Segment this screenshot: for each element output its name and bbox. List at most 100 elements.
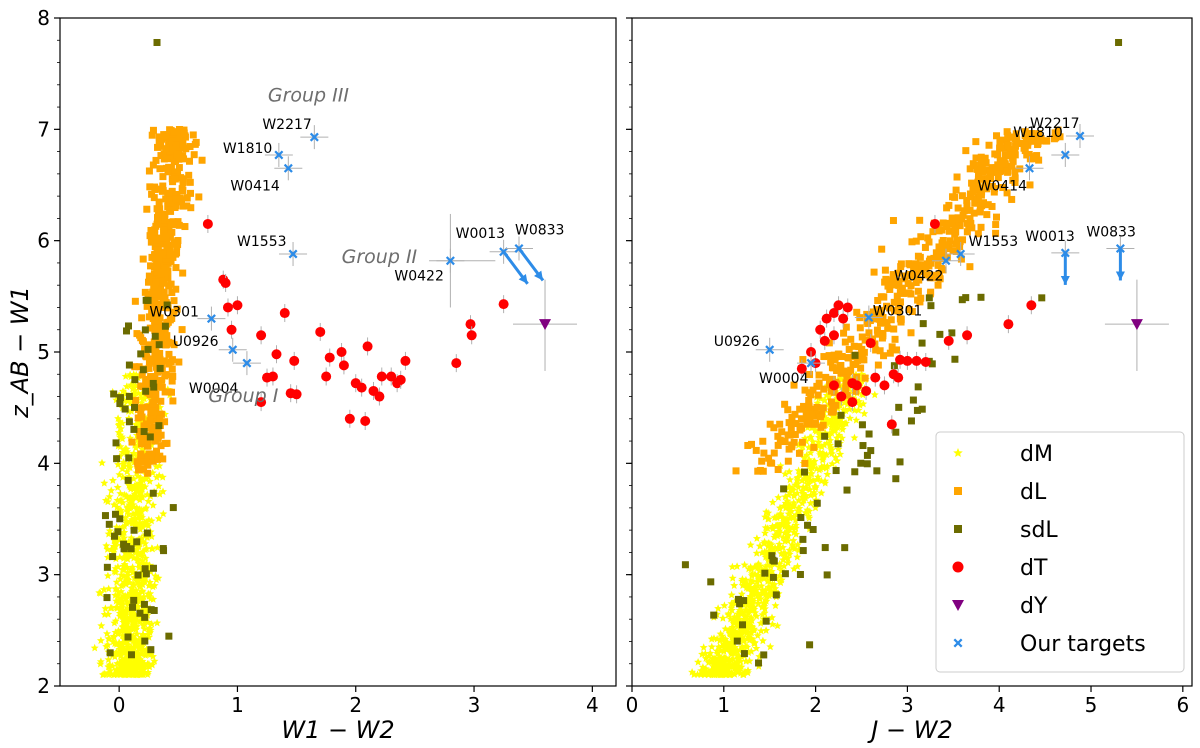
dl-point — [167, 358, 175, 366]
sdl-point — [161, 322, 169, 330]
dm-point — [761, 595, 770, 604]
dm-point — [135, 559, 143, 568]
dm-point — [728, 562, 737, 571]
dm-point — [155, 461, 164, 470]
dl-point — [161, 372, 169, 380]
dl-point — [1026, 181, 1034, 189]
dl-point — [156, 355, 164, 363]
dm-point — [776, 503, 784, 512]
dm-point — [119, 460, 128, 468]
dm-point — [791, 516, 800, 524]
dl-point — [765, 454, 773, 462]
dl-point — [891, 335, 899, 343]
dl-point — [952, 240, 960, 248]
dm-point — [789, 536, 798, 544]
dl-point — [157, 264, 165, 272]
dl-point — [128, 438, 136, 446]
dl-point — [936, 254, 944, 262]
dl-point — [172, 285, 180, 293]
dl-point — [161, 273, 169, 281]
dl-point — [910, 267, 918, 275]
dm-point — [99, 585, 108, 593]
dl-point — [1000, 136, 1008, 144]
dm-point — [745, 656, 754, 665]
dl-point — [172, 221, 180, 229]
dl-point — [924, 234, 932, 242]
target-label-w0422: W0422 — [894, 269, 943, 285]
dm-point — [712, 668, 721, 677]
dl-point — [834, 350, 842, 358]
group-label: Group III — [268, 85, 350, 107]
sdl-point — [834, 440, 842, 448]
dm-point — [801, 483, 810, 492]
dl-point — [760, 449, 768, 457]
dm-point — [761, 529, 770, 537]
dt-point — [400, 355, 411, 366]
dm-point — [143, 618, 152, 626]
target-label-w0414: W0414 — [978, 178, 1028, 194]
dl-point — [149, 355, 157, 363]
target-point — [956, 249, 966, 259]
dl-point — [977, 153, 985, 161]
dl-point — [987, 174, 995, 182]
dm-point — [117, 593, 126, 602]
sdl-point — [739, 621, 747, 629]
target-point — [864, 312, 874, 322]
sdl-point — [141, 326, 149, 334]
dl-point — [145, 313, 153, 321]
dm-point — [755, 591, 763, 599]
dm-point — [111, 628, 120, 636]
sdl-point — [156, 364, 164, 372]
dl-point — [842, 385, 850, 393]
dm-point — [140, 624, 149, 633]
sdl-point — [927, 302, 935, 310]
dm-point — [819, 454, 828, 463]
dl-point — [198, 156, 206, 164]
target-point — [765, 345, 775, 355]
dl-point — [136, 432, 144, 440]
dl-point — [796, 405, 804, 413]
dl-point — [802, 412, 810, 420]
dm-point — [130, 490, 139, 498]
dl-point — [143, 205, 151, 213]
dl-point — [151, 317, 159, 325]
dl-point — [138, 314, 146, 322]
dl-point — [838, 352, 846, 360]
x-tick-label: 0 — [113, 693, 126, 717]
dl-point — [856, 324, 864, 332]
dm-point — [815, 433, 824, 441]
dm-point — [837, 383, 846, 391]
dl-point — [159, 279, 167, 287]
x-tick-label: 2 — [809, 693, 822, 717]
dm-point — [131, 515, 140, 523]
sdl-point — [707, 578, 715, 586]
dl-point — [183, 202, 191, 210]
dm-point — [142, 475, 151, 483]
dm-point — [150, 657, 159, 665]
dm-point — [746, 540, 755, 549]
dm-point — [134, 389, 143, 397]
dl-point — [1030, 132, 1038, 140]
dl-point — [170, 240, 178, 248]
dl-point — [159, 182, 167, 190]
dl-point — [1006, 151, 1014, 159]
dl-point — [795, 449, 803, 457]
dl-point — [979, 168, 987, 176]
y-tick-label: 3 — [37, 563, 50, 587]
dl-point — [146, 417, 154, 425]
legend-label: dL — [1020, 480, 1047, 505]
dm-point — [690, 670, 698, 678]
dm-point — [140, 394, 149, 403]
dl-point — [157, 152, 165, 160]
sdl-point — [116, 515, 124, 523]
dl-point — [139, 255, 147, 263]
dm-point — [781, 469, 790, 478]
dl-point — [885, 304, 893, 312]
dl-point — [175, 133, 183, 141]
dl-point — [896, 289, 904, 297]
dl-point — [140, 465, 148, 473]
dl-point — [972, 154, 980, 162]
dl-point — [991, 185, 999, 193]
dl-point — [976, 184, 984, 192]
dl-point — [148, 190, 156, 198]
